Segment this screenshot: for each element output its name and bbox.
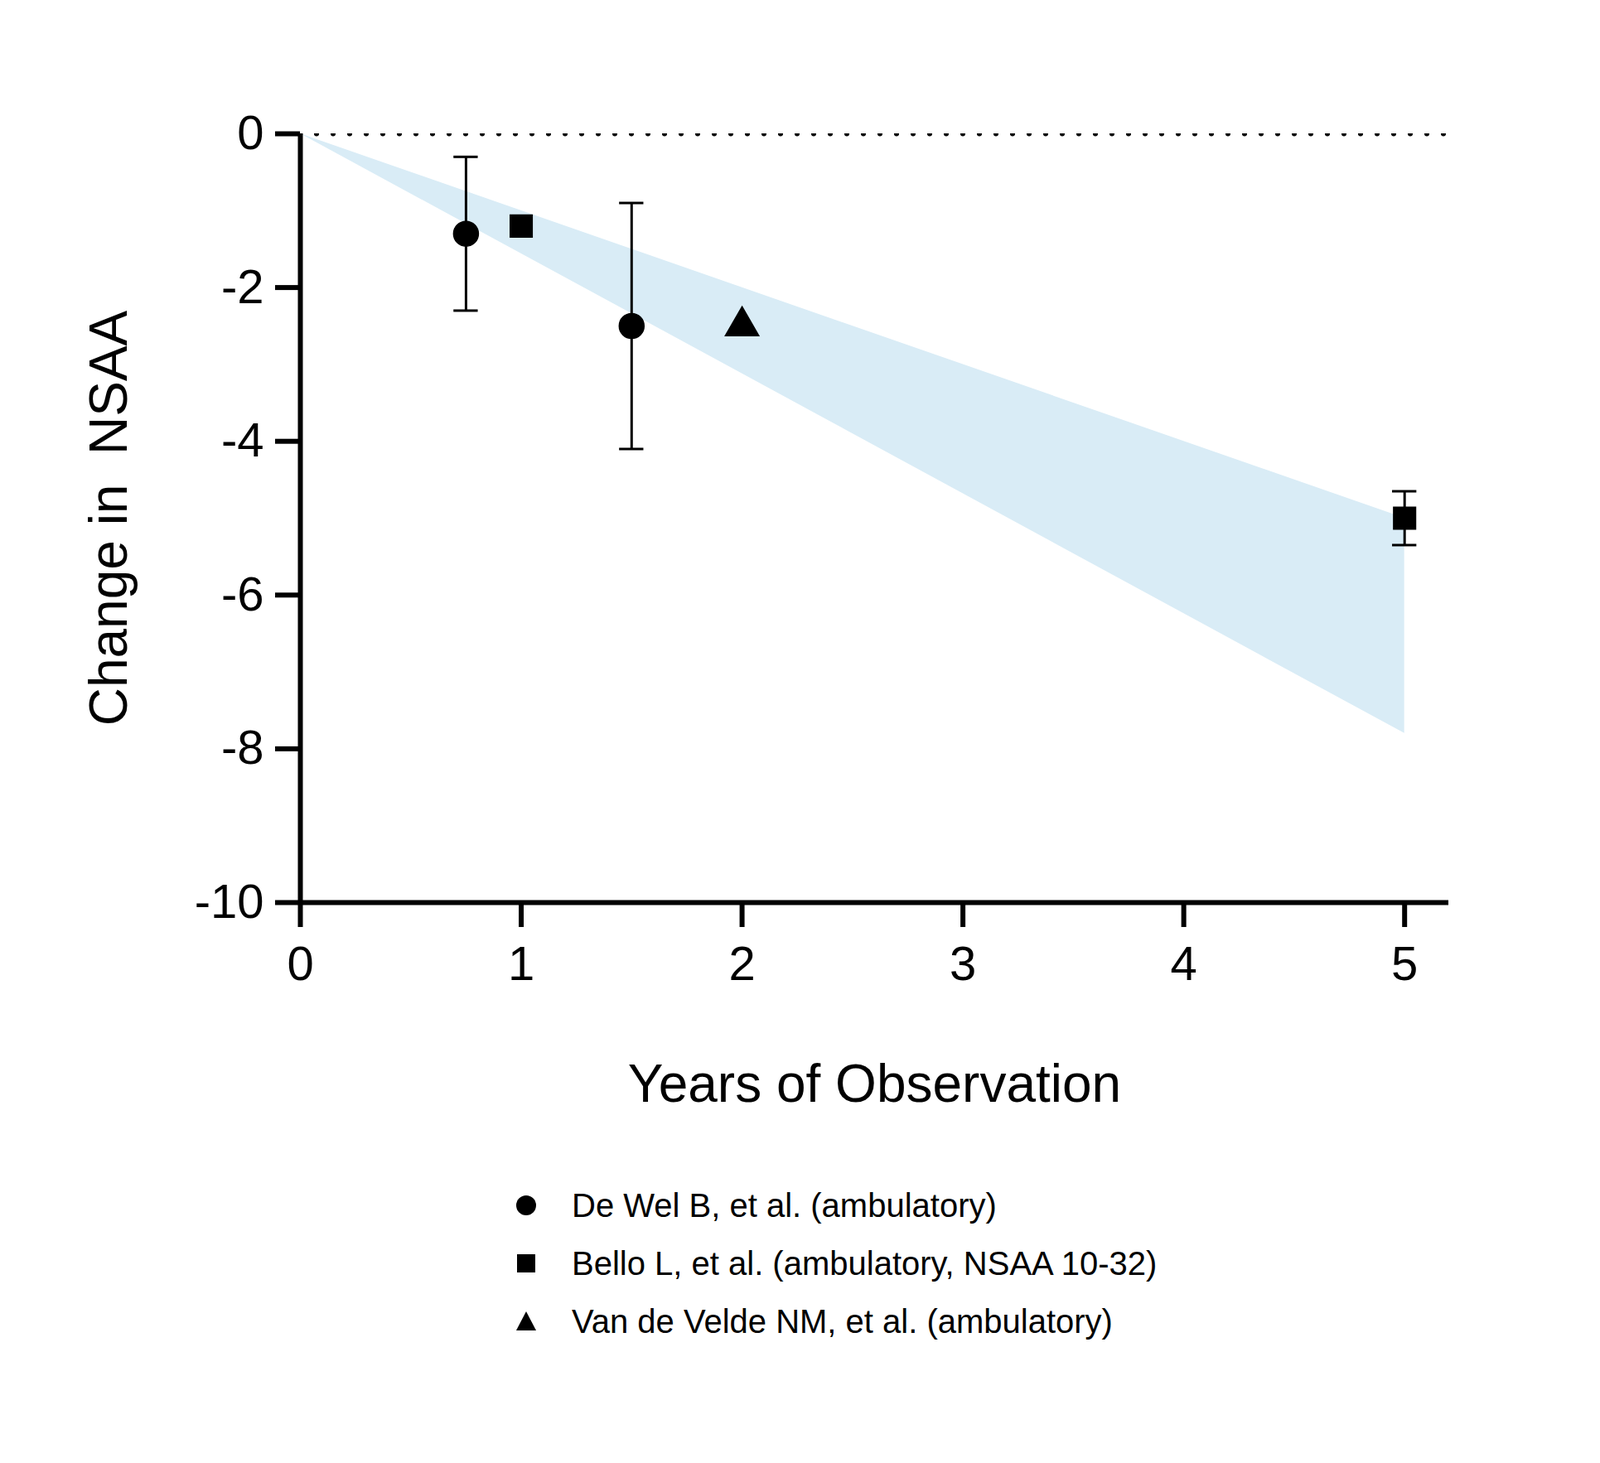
svg-text:0: 0 [236, 105, 264, 160]
svg-text:Change in NSAA: Change in NSAA [78, 309, 139, 726]
svg-text:5: 5 [1391, 936, 1418, 991]
html-text:Van de Velde NM, et al. (ambul: Van de Velde NM, et al. (ambulatory) [571, 1302, 1113, 1340]
svg-text:-6: -6 [221, 566, 265, 621]
svg-text:-10: -10 [194, 874, 265, 929]
svg-text:-8: -8 [221, 720, 265, 774]
svg-text:Years of Observation: Years of Observation [628, 1053, 1122, 1114]
svg-text:0: 0 [286, 936, 314, 991]
svg-text:3: 3 [949, 936, 977, 991]
html-text:De Wel B, et al. (ambulatory): De Wel B, et al. (ambulatory) [571, 1186, 997, 1224]
svg-text:-2: -2 [221, 259, 265, 314]
svg-text:1: 1 [507, 936, 535, 991]
html-text:Bello L, et al. (ambulatory, N: Bello L, et al. (ambulatory, NSAA 10-32) [571, 1244, 1157, 1282]
svg-text:2: 2 [728, 936, 755, 991]
svg-text:4: 4 [1170, 936, 1198, 991]
svg-text:-4: -4 [221, 412, 265, 467]
